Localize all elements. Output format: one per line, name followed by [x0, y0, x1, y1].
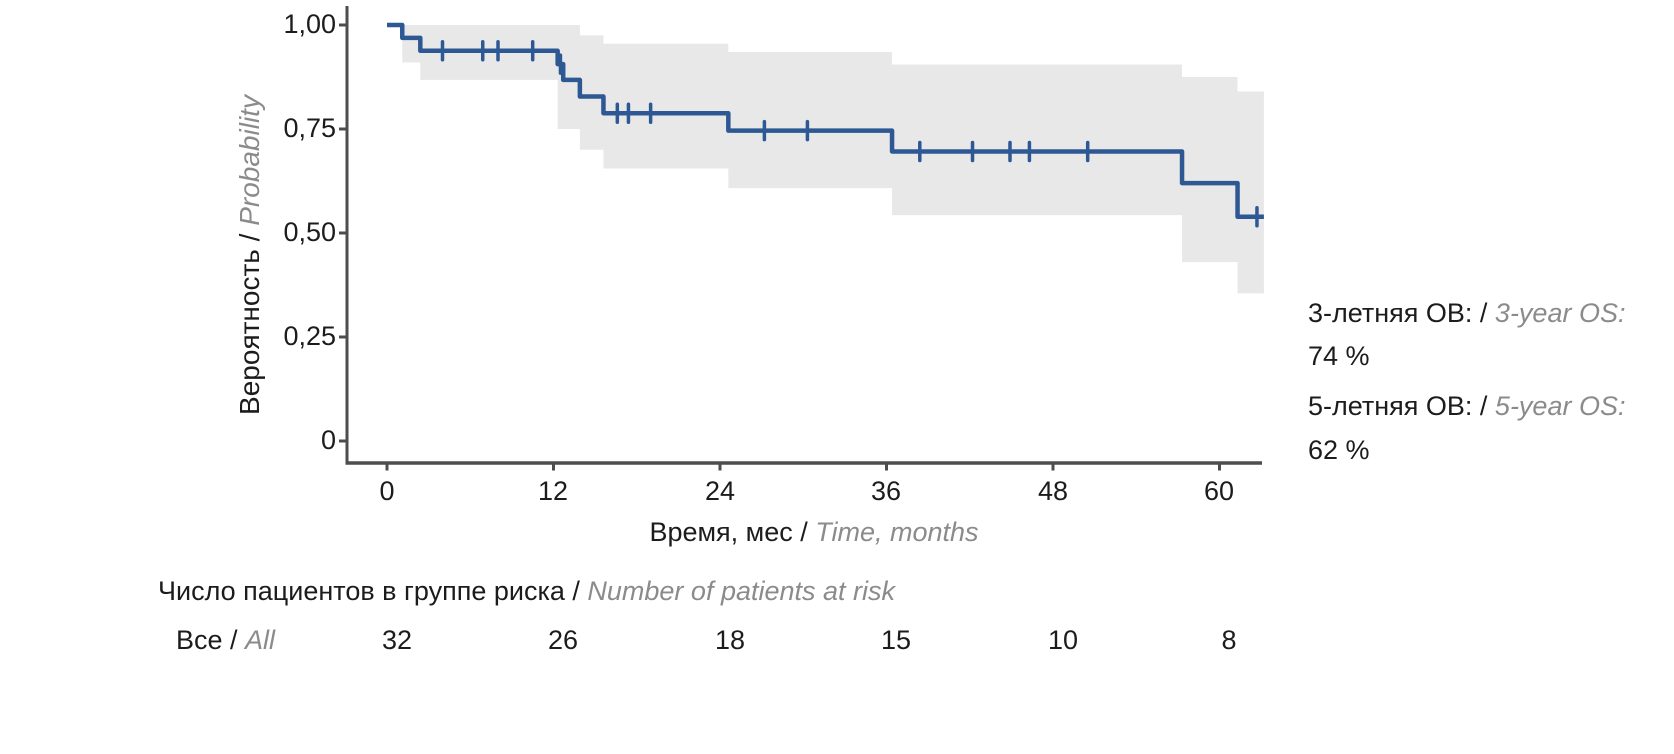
at-risk-count: 8: [1221, 625, 1237, 655]
y-tick-label: 0,75: [283, 113, 336, 143]
at-risk-count: 15: [880, 625, 912, 655]
at-risk-count: 32: [381, 625, 413, 655]
x-tick-label: 12: [537, 476, 569, 506]
x-tick-label: 60: [1203, 476, 1235, 506]
x-axis-title-ru: Время, мес /: [649, 517, 816, 547]
x-axis-title-en: Time, months: [815, 517, 979, 547]
at-risk-count: 26: [547, 625, 579, 655]
x-tick-label: 24: [704, 476, 736, 506]
x-tick-label: 48: [1037, 476, 1069, 506]
x-tick-label: 0: [379, 476, 395, 506]
y-tick-label: 0,50: [283, 217, 336, 247]
survival-curve: [387, 22, 1264, 220]
annotation-3yr-os-value: 74 %: [1308, 341, 1370, 371]
y-tick-label: 0,25: [283, 321, 336, 351]
annotation-5yr-os-label: 5-летняя ОВ: / 5-year OS:: [1308, 391, 1626, 421]
annotation-3yr-os-label: 3-летняя ОВ: / 3-year OS:: [1308, 298, 1626, 328]
x-tick-label: 36: [870, 476, 902, 506]
at-risk-count: 18: [714, 625, 746, 655]
at-risk-group-label: Все / All: [176, 625, 276, 655]
y-tick-label: 0: [320, 425, 336, 455]
x-axis-title: Время, мес / Time, months: [564, 516, 1064, 549]
ci-band: [402, 25, 1264, 294]
at-risk-count: 10: [1047, 625, 1079, 655]
y-axis-title: Вероятность / Probability: [233, 40, 267, 470]
y-tick-label: 1,00: [283, 9, 336, 39]
annotation-5yr-os-value: 62 %: [1308, 435, 1370, 465]
at-risk-header: Число пациентов в группе риска / Number …: [158, 576, 896, 606]
